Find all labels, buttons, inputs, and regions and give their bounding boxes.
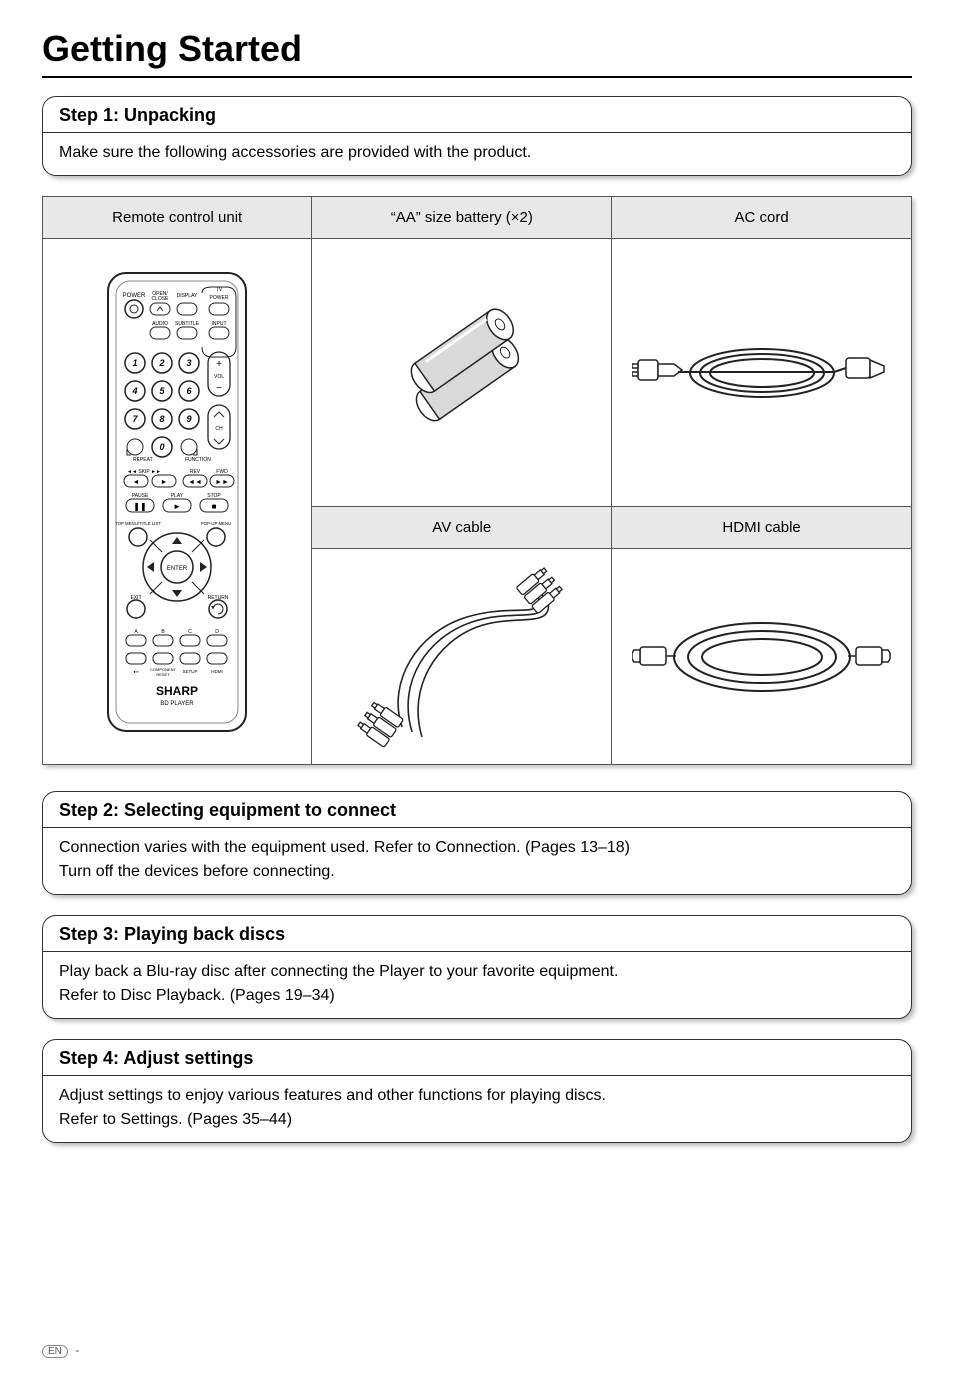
svg-text:1: 1 xyxy=(133,358,138,368)
svg-text:◄◄: ◄◄ xyxy=(188,479,202,486)
lbl-repeat: REPEAT xyxy=(133,457,153,463)
hdmi-illustration xyxy=(612,549,911,764)
lbl-popup: POP-UP MENU xyxy=(201,521,231,526)
lbl-fwd: FWD xyxy=(216,469,228,475)
svg-text:◄: ◄ xyxy=(133,479,140,486)
step3-box: Step 3: Playing back discs Play back a B… xyxy=(42,915,912,1019)
header-avcable: AV cable xyxy=(312,507,612,549)
lbl-setup: SETUP xyxy=(183,669,198,674)
step3-line1: Play back a Blu-ray disc after connectin… xyxy=(59,960,895,984)
step2-line1: Connection varies with the equipment use… xyxy=(59,836,895,860)
svg-text:0: 0 xyxy=(160,442,165,452)
svg-text:■: ■ xyxy=(212,502,217,511)
lbl-tvpower: POWER xyxy=(210,295,229,301)
page-footer: EN - xyxy=(42,1343,912,1358)
cell-remote: POWER OPEN/CLOSE DISPLAY TV POWER AUDIO … xyxy=(43,239,312,765)
svg-text:►: ► xyxy=(173,502,181,511)
accord-illustration xyxy=(612,239,911,506)
step4-box: Step 4: Adjust settings Adjust settings … xyxy=(42,1039,912,1143)
step3-line2: Refer to Disc Playback. (Pages 19–34) xyxy=(59,984,895,1008)
lbl-power: POWER xyxy=(123,293,146,299)
svg-text:◄◄ SKIP ►►: ◄◄ SKIP ►► xyxy=(127,469,161,475)
svg-text:8: 8 xyxy=(160,414,165,424)
svg-text:−: − xyxy=(216,383,222,394)
battery-illustration xyxy=(312,239,611,506)
avcable-illustration xyxy=(312,549,611,764)
lbl-tv: TV xyxy=(216,287,223,293)
header-remote: Remote control unit xyxy=(43,197,312,239)
lbl-rev: REV xyxy=(190,469,201,475)
step4-heading: Step 4: Adjust settings xyxy=(43,1040,911,1076)
cell-hdmi xyxy=(612,549,912,765)
svg-text:CLOSE: CLOSE xyxy=(152,296,170,302)
step4-line2: Refer to Settings. (Pages 35–44) xyxy=(59,1108,895,1132)
svg-text:3: 3 xyxy=(187,358,192,368)
footer-lang: EN xyxy=(42,1345,68,1358)
lbl-hdmibtn: HDMI xyxy=(211,669,223,674)
cell-avcable xyxy=(312,549,612,765)
lbl-display: DISPLAY xyxy=(177,293,198,299)
accessories-row-1: POWER OPEN/CLOSE DISPLAY TV POWER AUDIO … xyxy=(43,239,912,507)
svg-text:RESET: RESET xyxy=(157,672,171,677)
lbl-ch: CH xyxy=(216,426,224,432)
lbl-c: C xyxy=(188,629,192,635)
step2-line2: Turn off the devices before connecting. xyxy=(59,860,895,884)
remote-illustration: POWER OPEN/CLOSE DISPLAY TV POWER AUDIO … xyxy=(43,239,311,764)
step1-box: Step 1: Unpacking Make sure the followin… xyxy=(42,96,912,176)
lbl-play: PLAY xyxy=(171,493,184,499)
svg-text:❚❚: ❚❚ xyxy=(133,502,146,511)
lbl-topmenu: TOP MENU/TITLE LIST xyxy=(115,521,161,526)
step1-heading: Step 1: Unpacking xyxy=(43,97,911,133)
step2-heading: Step 2: Selecting equipment to connect xyxy=(43,792,911,828)
footer-dash: - xyxy=(75,1343,79,1357)
svg-text:9: 9 xyxy=(187,414,192,424)
lbl-input: INPUT xyxy=(212,321,227,327)
cell-battery xyxy=(312,239,612,507)
svg-text:4: 4 xyxy=(132,386,138,396)
lbl-brand: SHARP xyxy=(156,684,198,698)
svg-text:●∞: ●∞ xyxy=(134,669,139,674)
step3-body: Play back a Blu-ray disc after connectin… xyxy=(43,952,911,1018)
svg-text:►: ► xyxy=(161,479,168,486)
lbl-subtitle: SUBTITLE xyxy=(175,321,200,327)
accessories-table: Remote control unit “AA” size battery (×… xyxy=(42,196,912,765)
step3-heading: Step 3: Playing back discs xyxy=(43,916,911,952)
header-accord: AC cord xyxy=(612,197,912,239)
lbl-vol: VOL xyxy=(214,374,224,380)
svg-text:►►: ►► xyxy=(215,479,229,486)
lbl-function: FUNCTION xyxy=(185,457,211,463)
title-rule xyxy=(42,76,912,78)
step4-line1: Adjust settings to enjoy various feature… xyxy=(59,1084,895,1108)
svg-text:2: 2 xyxy=(159,358,165,368)
step2-box: Step 2: Selecting equipment to connect C… xyxy=(42,791,912,895)
lbl-d: D xyxy=(215,629,219,635)
lbl-stop: STOP xyxy=(207,493,221,499)
header-hdmi: HDMI cable xyxy=(612,507,912,549)
svg-text:+: + xyxy=(216,359,222,370)
accessories-header-row-1: Remote control unit “AA” size battery (×… xyxy=(43,197,912,239)
header-battery: “AA” size battery (×2) xyxy=(312,197,612,239)
lbl-audio: AUDIO xyxy=(152,321,168,327)
step1-body: Make sure the following accessories are … xyxy=(43,133,911,175)
page-title: Getting Started xyxy=(42,28,912,70)
step2-body: Connection varies with the equipment use… xyxy=(43,828,911,894)
lbl-enter: ENTER xyxy=(167,566,188,572)
step4-body: Adjust settings to enjoy various feature… xyxy=(43,1076,911,1142)
lbl-pause: PAUSE xyxy=(132,493,149,499)
cell-accord xyxy=(612,239,912,507)
lbl-subbrand: BD PLAYER xyxy=(161,701,195,707)
